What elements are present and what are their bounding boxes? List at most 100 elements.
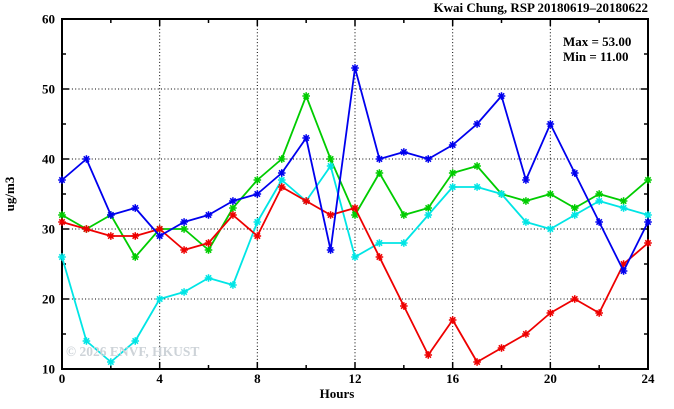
data-point-marker <box>619 267 628 275</box>
data-point-marker <box>595 190 603 198</box>
data-point-marker <box>400 148 408 156</box>
data-point-marker <box>204 239 213 247</box>
data-point-marker <box>375 169 384 177</box>
y-tick-label: 60 <box>42 12 55 27</box>
data-point-marker <box>131 253 140 261</box>
data-series <box>58 64 652 366</box>
series-day-3-red <box>58 183 652 366</box>
data-point-marker <box>204 274 213 282</box>
data-point-marker <box>82 225 91 233</box>
data-point-marker <box>131 232 140 240</box>
data-point-marker <box>204 211 213 219</box>
data-point-marker <box>473 358 481 366</box>
data-point-marker <box>522 218 530 226</box>
series-day-4-blue <box>58 64 652 275</box>
data-point-marker <box>351 204 359 212</box>
y-tick-label: 40 <box>42 152 55 167</box>
min-annotation: Min = 11.00 <box>563 49 629 64</box>
data-point-marker <box>180 218 188 226</box>
data-point-marker <box>570 295 579 303</box>
data-point-marker <box>277 155 286 163</box>
data-point-marker <box>326 246 335 254</box>
data-point-marker <box>277 169 286 177</box>
x-tick-label: 4 <box>156 371 163 386</box>
data-point-marker <box>375 239 384 247</box>
data-point-marker <box>522 197 530 205</box>
data-point-marker <box>570 169 579 177</box>
x-tick-label: 8 <box>254 371 261 386</box>
data-point-marker <box>424 351 433 359</box>
data-point-marker <box>277 176 286 184</box>
data-point-marker <box>644 176 652 184</box>
data-point-marker <box>546 309 555 317</box>
data-point-marker <box>644 211 652 219</box>
data-point-marker <box>644 239 652 247</box>
y-tick-label: 10 <box>42 362 55 377</box>
x-tick-label: 24 <box>642 371 656 386</box>
data-point-marker <box>302 92 310 100</box>
data-point-marker <box>400 302 408 310</box>
chart-title: Kwai Chung, RSP 20180619–20180622 <box>433 0 648 15</box>
data-point-marker <box>424 211 433 219</box>
data-point-marker <box>131 204 140 212</box>
series-line <box>61 95 649 258</box>
data-point-marker <box>204 246 213 254</box>
data-point-marker <box>253 176 262 184</box>
x-tick-label: 12 <box>349 371 362 386</box>
data-point-marker <box>448 141 457 149</box>
y-tick-label: 20 <box>42 292 55 307</box>
data-point-marker <box>473 162 481 170</box>
axes: 0 4 8 12 16 20 24 10 20 30 40 50 60 <box>42 12 655 387</box>
data-point-marker <box>180 225 188 233</box>
data-point-marker <box>180 288 188 296</box>
data-point-marker <box>570 204 579 212</box>
data-point-marker <box>82 337 91 345</box>
data-point-marker <box>229 281 237 289</box>
data-point-marker <box>595 309 603 317</box>
data-point-marker <box>400 211 408 219</box>
data-point-marker <box>302 197 310 205</box>
data-point-marker <box>546 225 555 233</box>
data-point-marker <box>546 190 555 198</box>
data-point-marker <box>131 337 140 345</box>
max-annotation: Max = 53.00 <box>563 34 631 49</box>
x-tick-label: 0 <box>59 371 66 386</box>
data-point-marker <box>155 232 164 240</box>
watermark: © 2026 ENVF, HKUST <box>66 344 199 359</box>
data-point-marker <box>58 218 66 226</box>
data-point-marker <box>473 183 481 191</box>
data-point-marker <box>595 218 603 226</box>
data-point-marker <box>302 134 310 142</box>
series-day-1-green <box>58 92 652 261</box>
data-point-marker <box>107 232 115 240</box>
data-point-marker <box>155 295 164 303</box>
data-point-marker <box>595 197 603 205</box>
data-point-marker <box>351 253 359 261</box>
data-point-marker <box>497 190 506 198</box>
data-point-marker <box>229 211 237 219</box>
data-point-marker <box>424 155 433 163</box>
y-tick-label: 30 <box>42 222 55 237</box>
data-point-marker <box>375 253 384 261</box>
data-point-marker <box>375 155 384 163</box>
data-point-marker <box>400 239 408 247</box>
data-point-marker <box>619 197 628 205</box>
data-point-marker <box>351 64 359 72</box>
data-point-marker <box>424 204 433 212</box>
data-point-marker <box>107 358 115 366</box>
data-point-marker <box>253 232 262 240</box>
data-point-marker <box>253 218 262 226</box>
data-point-marker <box>326 211 335 219</box>
data-point-marker <box>448 316 457 324</box>
data-point-marker <box>155 225 164 233</box>
x-tick-label: 16 <box>446 371 460 386</box>
data-point-marker <box>82 155 91 163</box>
data-point-marker <box>58 211 66 219</box>
data-point-marker <box>229 204 237 212</box>
data-point-marker <box>522 176 530 184</box>
data-point-marker <box>644 218 652 226</box>
x-tick-label: 20 <box>544 371 557 386</box>
data-point-marker <box>570 211 579 219</box>
